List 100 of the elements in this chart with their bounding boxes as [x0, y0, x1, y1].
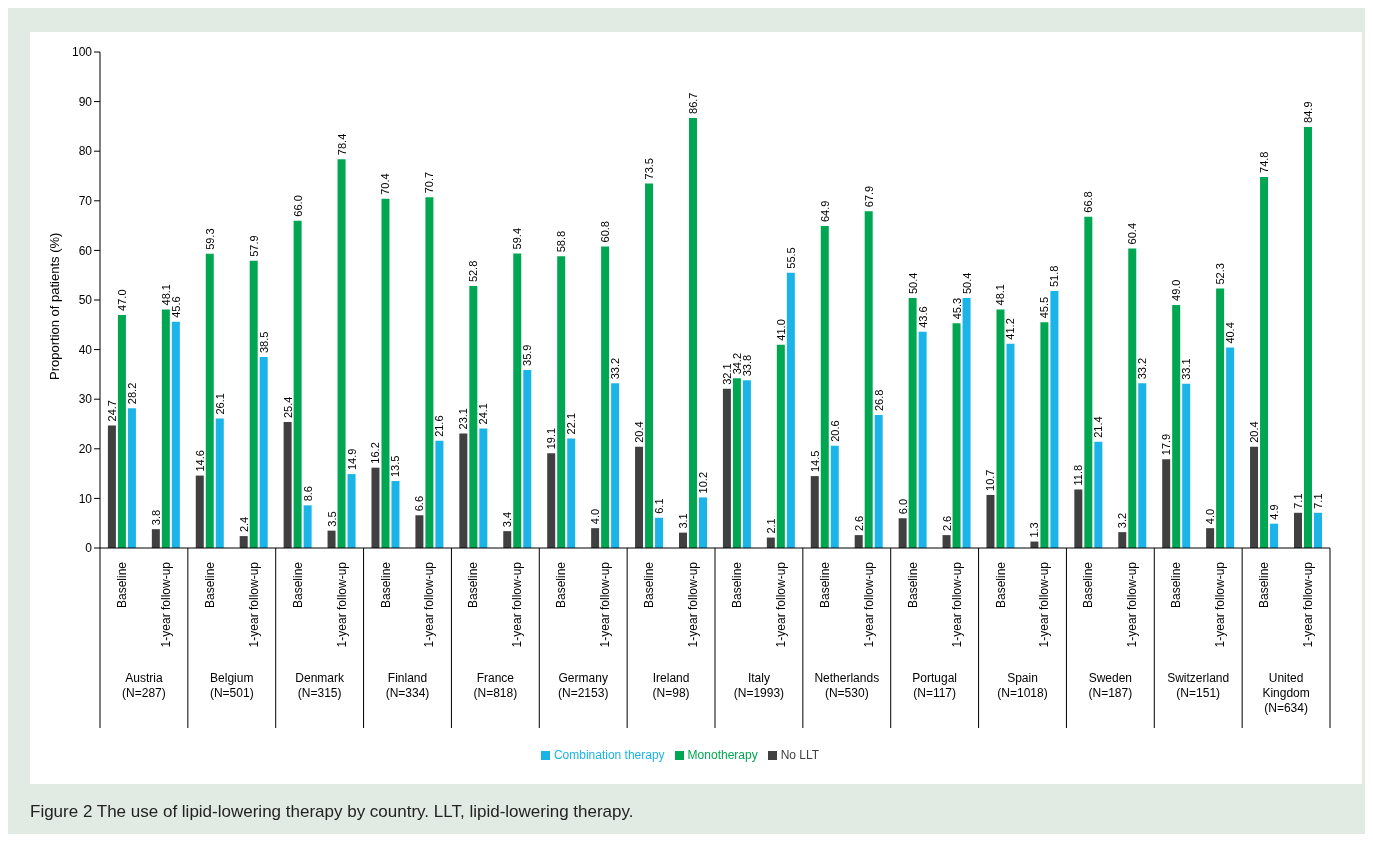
bar [1313, 512, 1322, 548]
x-tick-label: Baseline [993, 561, 1008, 609]
bar [1040, 322, 1049, 548]
text: Austria (N=287) [122, 671, 166, 700]
x-tick-label: 1-year follow-up [422, 561, 437, 648]
bar [523, 369, 532, 548]
bar [732, 378, 741, 548]
data-label: 19.1 [545, 427, 558, 450]
bar [469, 286, 478, 548]
bar [371, 467, 380, 548]
data-label: 11.8 [1072, 464, 1085, 486]
x-tick-label: Baseline [554, 561, 569, 609]
data-label: 49.0 [1170, 279, 1183, 301]
x-tick-label: Baseline [1169, 561, 1184, 609]
data-label: 52.8 [467, 260, 480, 283]
data-label: 20.6 [828, 420, 841, 442]
data-label: 7.1 [1311, 493, 1324, 509]
data-label: 16.2 [369, 442, 382, 464]
bar [1094, 441, 1103, 548]
data-label: 20.4 [633, 421, 646, 443]
data-label: 73.5 [643, 158, 656, 180]
bar [1084, 216, 1093, 548]
bar [786, 272, 795, 548]
y-tick-label: 40 [78, 342, 93, 357]
bar [591, 528, 600, 548]
bar [479, 428, 488, 548]
data-label: 33.8 [740, 354, 753, 377]
bar [688, 117, 697, 548]
data-label: 35.9 [521, 344, 534, 366]
bar [283, 422, 292, 548]
bar [171, 321, 180, 548]
data-label: 58.8 [555, 230, 568, 253]
data-label: 28.2 [125, 382, 138, 405]
bar [1182, 383, 1191, 548]
data-label: 33.2 [1136, 357, 1149, 380]
data-label: 60.4 [1126, 222, 1139, 245]
data-label: 59.3 [203, 228, 216, 250]
bar [874, 415, 883, 548]
data-label: 25.4 [281, 396, 294, 419]
data-label: 34.2 [730, 352, 743, 375]
data-label: 70.7 [423, 171, 436, 194]
data-label: 21.4 [1092, 416, 1105, 438]
text: Italy (N=1993) [733, 671, 785, 700]
data-label: 40.4 [1224, 322, 1237, 344]
bar [611, 383, 620, 548]
data-label: 23.1 [457, 408, 470, 430]
bar [151, 529, 160, 548]
x-tick-label: Baseline [1081, 561, 1096, 609]
data-label: 2.6 [852, 515, 865, 532]
bar [655, 517, 664, 548]
text: Ireland (N=98) [652, 671, 690, 700]
data-label: 43.6 [916, 306, 929, 328]
bar [1270, 523, 1279, 548]
bar [347, 474, 356, 548]
data-label: 50.4 [960, 272, 973, 295]
data-label: 17.9 [1160, 433, 1173, 456]
x-tick-label: 1-year follow-up [861, 561, 876, 648]
x-tick-label: 1-year follow-up [1125, 561, 1140, 648]
data-label: 45.5 [1038, 296, 1051, 319]
data-label: 64.9 [818, 200, 831, 223]
bar [557, 256, 566, 548]
data-label: 3.8 [149, 509, 162, 526]
data-label: 26.1 [213, 393, 226, 415]
y-tick-label: 70 [78, 194, 93, 209]
text: Switzerland (N=151) [1167, 671, 1230, 700]
data-label: 14.5 [808, 450, 821, 473]
y-tick-label: 30 [78, 392, 93, 407]
x-tick-label: 1-year follow-up [1037, 561, 1052, 648]
bar [239, 536, 248, 548]
bar [898, 518, 907, 548]
bar [195, 475, 204, 548]
y-tick-label: 10 [78, 491, 93, 506]
bar [1293, 512, 1302, 548]
bar [601, 246, 610, 548]
bar [864, 211, 873, 548]
bar [1250, 446, 1259, 548]
text: France (N=818) [473, 671, 518, 700]
bar [259, 357, 268, 548]
data-label: 4.0 [1204, 508, 1217, 525]
bar [1216, 288, 1225, 548]
bar [1138, 383, 1147, 548]
data-label: 51.8 [1048, 265, 1061, 288]
x-tick-label: Baseline [905, 561, 920, 609]
x-tick-label: Baseline [202, 561, 217, 609]
data-label: 10.7 [984, 469, 997, 491]
text: Figure 2 The use of lipid-lowering therapy by country. LLT, lipid-lowering therapy. [30, 802, 634, 822]
bar [513, 253, 522, 548]
data-label: 47.0 [115, 289, 128, 311]
bar [854, 535, 863, 548]
x-tick-label: 1-year follow-up [1213, 561, 1228, 648]
data-label: 14.9 [345, 448, 358, 471]
bar [996, 309, 1005, 548]
data-label: 22.1 [565, 412, 578, 435]
data-label: 1.3 [1028, 522, 1041, 538]
data-label: 50.4 [906, 272, 919, 295]
bar [425, 197, 434, 548]
bar [303, 505, 312, 548]
bar [678, 532, 687, 548]
bar [127, 408, 136, 548]
bar [776, 344, 785, 548]
